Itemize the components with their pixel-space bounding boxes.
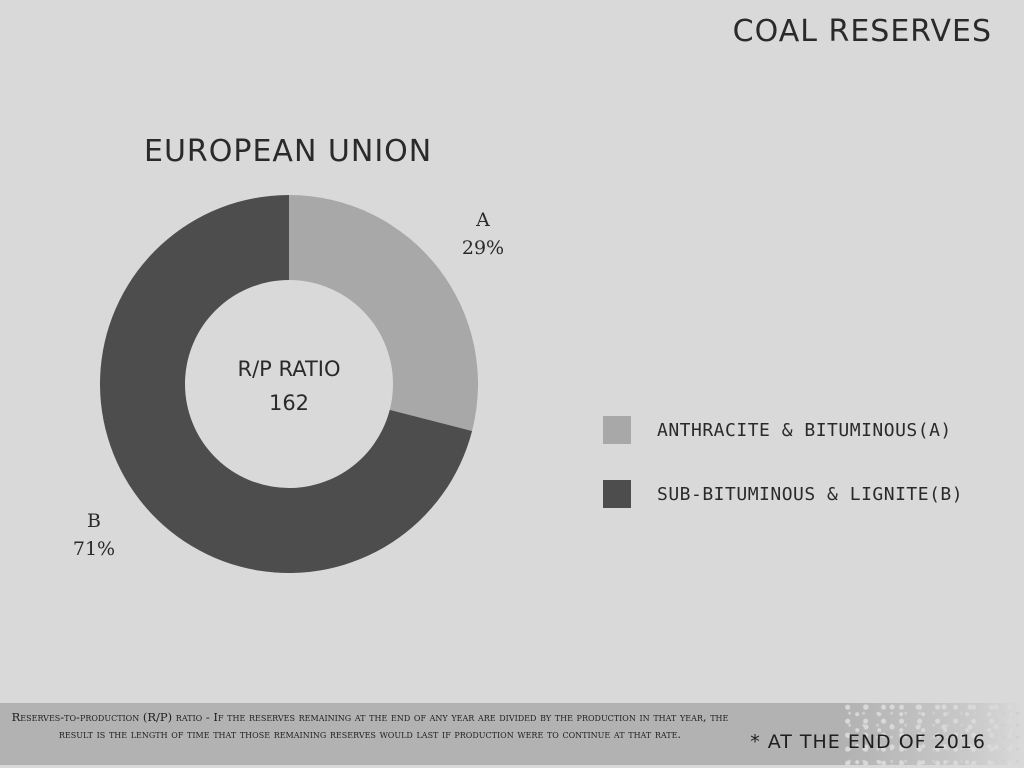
chart-title: EUROPEAN UNION bbox=[144, 134, 433, 169]
footer-grunge-texture bbox=[844, 703, 1024, 765]
legend-swatch-b bbox=[603, 480, 631, 508]
slice-a-key: A bbox=[476, 209, 490, 231]
donut-slice-b bbox=[100, 195, 473, 573]
slice-label-b: B 71% bbox=[54, 507, 134, 563]
slice-label-a: A 29% bbox=[443, 206, 523, 262]
legend-swatch-a bbox=[603, 416, 631, 444]
slice-a-percent: 29% bbox=[461, 237, 505, 259]
legend-label-b: SUB-BITUMINOUS & LIGNITE(B) bbox=[657, 483, 964, 505]
legend-item-b: SUB-BITUMINOUS & LIGNITE(B) bbox=[603, 480, 963, 508]
slice-b-percent: 71% bbox=[72, 538, 116, 560]
donut-center-label: R/P RATIO 162 bbox=[209, 352, 369, 420]
legend: ANTHRACITE & BITUMINOUS(A) SUB-BITUMINOU… bbox=[603, 416, 963, 544]
footer-date-note: * AT THE END OF 2016 bbox=[750, 731, 986, 753]
legend-item-a: ANTHRACITE & BITUMINOUS(A) bbox=[603, 416, 963, 444]
rp-ratio-value: 162 bbox=[268, 391, 310, 415]
legend-label-a: ANTHRACITE & BITUMINOUS(A) bbox=[657, 419, 952, 441]
donut-chart bbox=[100, 195, 478, 573]
slice-b-key: B bbox=[87, 510, 101, 532]
footer-bar: Reserves-to-production (R/P) ratio - If … bbox=[0, 703, 1024, 765]
rp-ratio-label: R/P RATIO bbox=[237, 357, 341, 381]
page-title: COAL RESERVES bbox=[732, 14, 992, 49]
footer-definition-note: Reserves-to-production (R/P) ratio - If … bbox=[11, 710, 729, 741]
donut-slice-a bbox=[289, 195, 478, 432]
